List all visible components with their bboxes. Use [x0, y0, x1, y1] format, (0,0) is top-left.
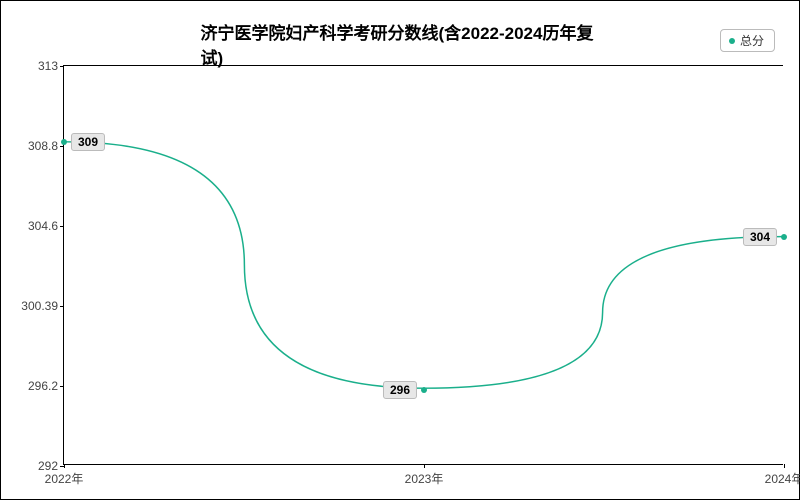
y-tick-mark — [60, 226, 64, 227]
plot-area: 292296.2300.39304.6308.83132022年2023年202… — [63, 65, 783, 465]
x-tick-mark — [64, 464, 65, 468]
x-tick-mark — [784, 464, 785, 468]
y-tick-label: 300.39 — [21, 299, 64, 313]
x-tick-label: 2024年 — [765, 464, 800, 487]
line-svg — [64, 66, 783, 464]
y-tick-mark — [60, 386, 64, 387]
y-tick-mark — [60, 146, 64, 147]
y-tick-label: 304.6 — [28, 219, 64, 233]
x-tick-mark — [424, 464, 425, 468]
data-marker — [781, 234, 787, 240]
legend-marker — [729, 38, 735, 44]
data-label: 304 — [743, 228, 777, 246]
y-tick-mark — [60, 306, 64, 307]
y-tick-label: 308.8 — [28, 139, 64, 153]
y-tick-label: 296.2 — [28, 379, 64, 393]
data-label: 309 — [71, 133, 105, 151]
chart-title: 济宁医学院妇产科学考研分数线(含2022-2024历年复试) — [201, 19, 600, 69]
y-tick-mark — [60, 66, 64, 67]
data-label: 296 — [383, 381, 417, 399]
series-line — [65, 142, 781, 388]
chart-container: 济宁医学院妇产科学考研分数线(含2022-2024历年复试) 总分 292296… — [0, 0, 800, 500]
legend: 总分 — [720, 29, 775, 52]
data-marker — [421, 387, 427, 393]
legend-label: 总分 — [740, 32, 764, 49]
data-marker — [61, 139, 67, 145]
